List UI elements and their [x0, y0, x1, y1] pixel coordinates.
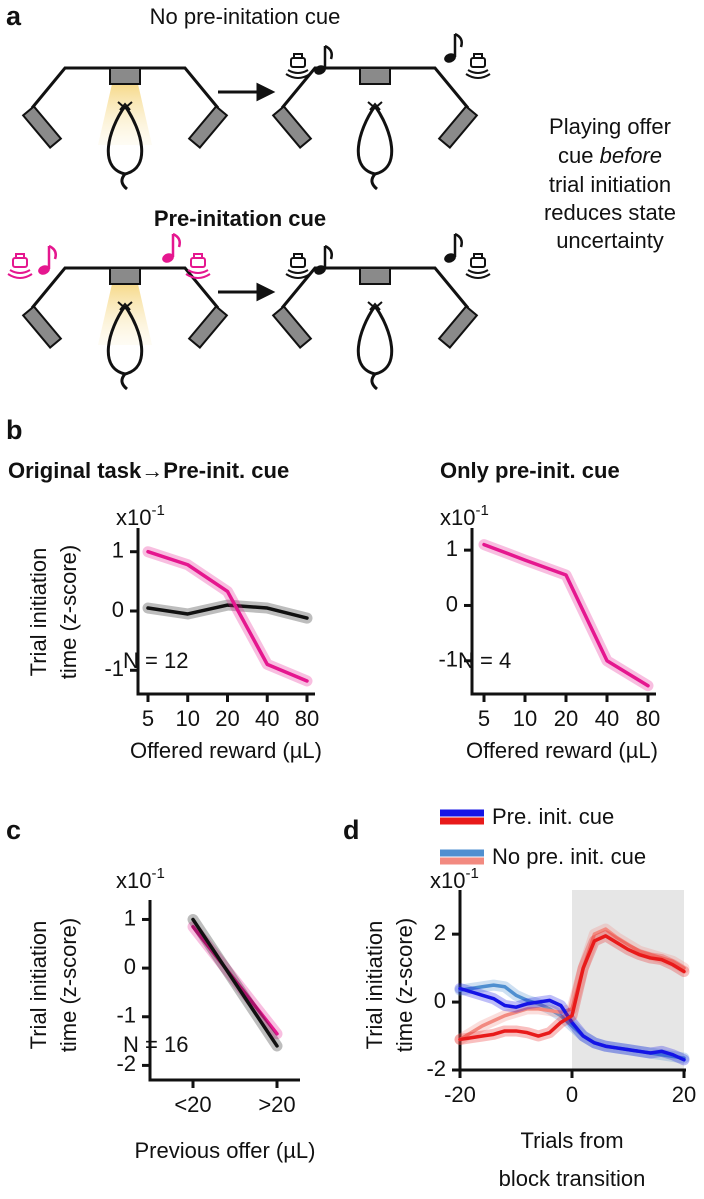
series-line [458, 934, 686, 1042]
chart-title: Only pre-init. cue [440, 458, 620, 483]
y-tick-label: 0 [446, 591, 458, 616]
side-word: before [600, 143, 662, 168]
multiplier-exponent: -1 [151, 502, 164, 519]
speaker [285, 53, 311, 79]
y-axis-label: time (z-score) [56, 918, 81, 1052]
y-tick-label: -2 [116, 1051, 136, 1076]
apparatus [271, 66, 479, 191]
multiplier-exponent: -1 [151, 865, 164, 882]
apparatus [271, 266, 479, 391]
x-tick-label: 5 [142, 706, 154, 731]
x-tick-label: 20 [554, 706, 578, 731]
multiplier-base: x10 [116, 505, 151, 530]
x-tick-label: 10 [513, 706, 537, 731]
x-tick-label: 80 [295, 706, 319, 731]
panel-label: a [6, 1, 22, 31]
y-tick-label: -2 [426, 1056, 446, 1081]
legend-label: No pre. init. cue [492, 844, 646, 869]
x-axis-label: Previous offer (µL) [134, 1138, 315, 1163]
y-axis-label: time (z-score) [56, 545, 81, 679]
y-tick-label: 0 [112, 597, 124, 622]
annotation: N = 16 [123, 1032, 188, 1057]
multiplier-base: x10 [430, 868, 465, 893]
side-text: Playing offer cue before trial initiatio… [544, 114, 676, 253]
side-line: trial initiation [549, 172, 671, 197]
side-line: Playing offer [549, 114, 671, 139]
arrows [218, 82, 276, 302]
series-line [146, 549, 309, 683]
side-line: uncertainty [556, 228, 664, 253]
y-tick-label: 1 [112, 538, 124, 563]
x-axis-label: Offered reward (µL) [466, 738, 658, 763]
multiplier-exponent: -1 [465, 865, 478, 882]
multiplier-base: x10 [116, 868, 151, 893]
x-axis-label: Trials from [520, 1128, 623, 1153]
side-line: reduces state [544, 200, 676, 225]
x-tick-label: 40 [595, 706, 619, 731]
top-caption: No pre-initation cue [150, 4, 341, 29]
bottom-caption: Pre-initation cue [154, 206, 326, 231]
annotation: N = 12 [123, 648, 188, 673]
light-cone [98, 84, 152, 145]
x-tick-label: -20 [444, 1082, 476, 1107]
series-line [191, 917, 279, 1048]
side-word: cue [558, 143, 593, 168]
legend-label: Pre. init. cue [492, 804, 614, 829]
y-axis-label: Trial initiation [362, 921, 387, 1050]
multiplier-base: x10 [440, 505, 475, 530]
series-line [458, 986, 686, 1062]
note [35, 244, 57, 278]
y-multiplier: x10-1 [430, 865, 479, 893]
x-tick-label: 20 [672, 1082, 696, 1107]
x-tick-label: 5 [478, 706, 490, 731]
x-axis-label: block transition [499, 1166, 646, 1191]
y-tick-label: 0 [434, 988, 446, 1013]
panel-label: b [6, 415, 23, 445]
y-tick-label: 1 [446, 536, 458, 561]
note [311, 44, 333, 78]
x-tick-label: >20 [258, 1092, 295, 1117]
multiplier-exponent: -1 [475, 502, 488, 519]
y-multiplier: x10-1 [116, 865, 165, 893]
note [441, 232, 463, 266]
speaker [465, 253, 491, 279]
speaker [7, 253, 33, 279]
light-cone [98, 284, 152, 345]
side-line: cue before [558, 143, 662, 168]
y-axis-label: Trial initiation [26, 548, 51, 677]
note [159, 232, 181, 266]
x-axis-label: Offered reward (µL) [130, 738, 322, 763]
y-multiplier: x10-1 [440, 502, 489, 530]
speaker [465, 53, 491, 79]
note [441, 32, 463, 66]
y-axis-label: time (z-score) [392, 918, 417, 1052]
y-tick-label: 1 [124, 905, 136, 930]
series-line [146, 603, 309, 620]
y-tick-label: -1 [116, 1003, 136, 1028]
annotation: N = 4 [458, 648, 511, 673]
y-axis-label: Trial initiation [26, 921, 51, 1050]
chart-title: Original task→Pre-init. cue [8, 458, 289, 483]
panel-label: d [343, 815, 360, 845]
x-tick-label: 80 [636, 706, 660, 731]
x-tick-label: 20 [215, 706, 239, 731]
speaker [285, 253, 311, 279]
y-tick-label: -1 [438, 647, 458, 672]
y-multiplier: x10-1 [116, 502, 165, 530]
y-tick-label: -1 [104, 656, 124, 681]
x-tick-label: 0 [566, 1082, 578, 1107]
x-tick-label: <20 [174, 1092, 211, 1117]
panel-label: c [6, 815, 21, 845]
y-tick-label: 2 [434, 920, 446, 945]
y-tick-label: 0 [124, 954, 136, 979]
series-line [482, 542, 650, 688]
x-tick-label: 40 [255, 706, 279, 731]
x-tick-label: 10 [176, 706, 200, 731]
note [311, 244, 333, 278]
